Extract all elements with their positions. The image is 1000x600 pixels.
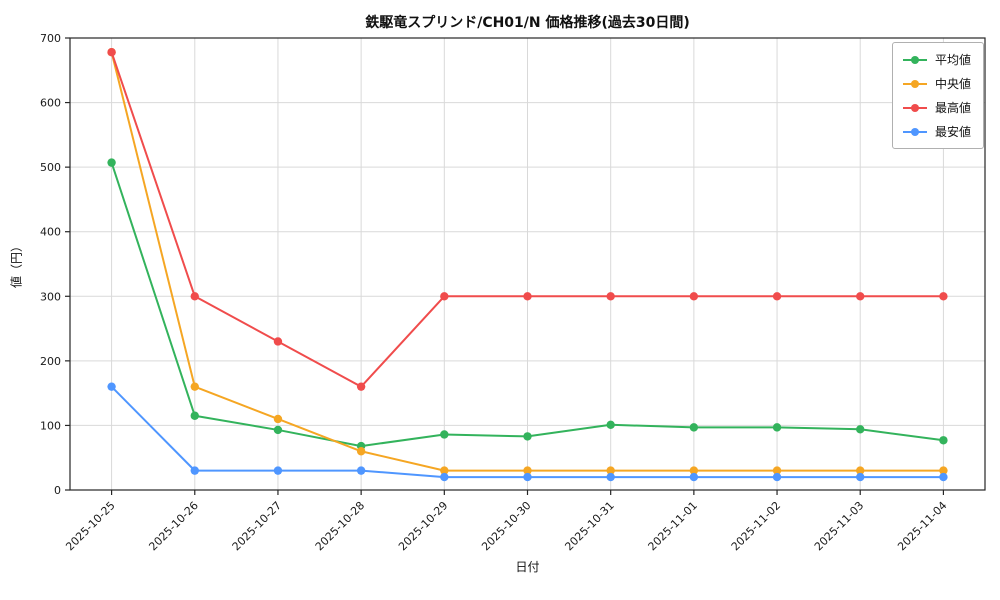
data-point-marker — [523, 466, 532, 475]
data-point-marker — [606, 420, 615, 429]
legend-dot-marker-icon — [910, 103, 919, 112]
data-point-marker — [772, 292, 782, 301]
data-point-marker — [689, 292, 699, 301]
data-point-marker — [939, 472, 948, 482]
data-point-marker — [939, 466, 948, 475]
data-point-marker — [772, 466, 782, 475]
data-point-marker — [523, 292, 532, 301]
x-tick-label: 2025-11-03 — [812, 499, 866, 553]
legend-label: 最安値 — [934, 125, 971, 139]
data-point-marker — [606, 472, 615, 482]
y-tick-label: 600 — [40, 97, 61, 110]
data-point-marker — [356, 447, 366, 456]
x-tick-label: 2025-10-27 — [230, 499, 284, 553]
legend-line-marker-icon — [902, 55, 927, 64]
data-point-marker — [689, 466, 699, 475]
legend-item: 中央値 — [902, 75, 971, 92]
data-point-marker — [689, 423, 699, 432]
legend-line-marker-icon — [902, 79, 927, 88]
x-tick-label: 2025-10-25 — [63, 499, 117, 553]
data-point-marker — [107, 158, 116, 167]
data-point-marker — [772, 472, 782, 482]
y-tick-label: 200 — [40, 355, 61, 368]
x-tick-label: 2025-11-02 — [729, 499, 783, 553]
x-tick-label: 2025-10-26 — [146, 499, 200, 553]
y-tick-label: 500 — [40, 161, 61, 174]
data-point-marker — [273, 425, 283, 435]
x-tick-label: 2025-10-29 — [396, 499, 450, 553]
legend-item: 平均値 — [902, 51, 971, 68]
data-point-marker — [523, 432, 532, 441]
data-point-marker — [190, 292, 199, 301]
data-point-marker — [606, 466, 615, 475]
data-point-marker — [440, 472, 449, 482]
legend-dot-marker-icon — [910, 127, 919, 136]
data-point-marker — [190, 411, 199, 420]
x-tick-label: 2025-11-01 — [646, 499, 700, 553]
x-tick-label: 2025-10-28 — [313, 499, 367, 553]
data-point-marker — [273, 466, 283, 475]
y-tick-label: 400 — [40, 226, 61, 239]
legend-dot-marker-icon — [910, 55, 919, 64]
x-tick-label: 2025-10-31 — [562, 499, 616, 553]
data-point-marker — [107, 382, 116, 391]
data-point-marker — [856, 292, 865, 301]
y-tick-label: 100 — [40, 419, 61, 432]
data-point-marker — [939, 292, 948, 301]
data-point-marker — [440, 466, 449, 475]
x-axis-label: 日付 — [515, 560, 540, 574]
data-point-marker — [273, 337, 283, 346]
legend-line-marker-icon — [902, 127, 927, 136]
y-axis-label: 値（円） — [9, 239, 24, 289]
data-point-marker — [190, 466, 199, 475]
data-point-marker — [772, 423, 782, 432]
y-tick-label: 0 — [54, 484, 61, 497]
x-tick-label: 2025-11-04 — [895, 499, 949, 553]
data-point-marker — [856, 425, 865, 434]
legend-label: 最高値 — [934, 101, 971, 115]
legend: 平均値 中央値 最高値 最安値 — [891, 42, 984, 149]
legend-line-marker-icon — [902, 103, 927, 112]
legend-item: 最安値 — [902, 123, 971, 140]
y-tick-label: 700 — [40, 32, 61, 45]
x-tick-label: 2025-10-30 — [479, 499, 533, 553]
data-point-marker — [356, 466, 366, 475]
data-point-marker — [939, 436, 948, 445]
legend-item: 最高値 — [902, 99, 971, 116]
data-point-marker — [440, 292, 449, 301]
data-point-marker — [689, 472, 699, 482]
legend-label: 平均値 — [934, 53, 971, 67]
data-point-marker — [523, 472, 532, 482]
legend-dot-marker-icon — [910, 79, 919, 88]
data-point-marker — [856, 466, 865, 475]
legend-label: 中央値 — [934, 77, 971, 91]
data-point-marker — [273, 414, 283, 424]
data-point-marker — [107, 48, 116, 57]
data-point-marker — [606, 292, 615, 301]
data-point-marker — [440, 430, 449, 439]
y-tick-label: 300 — [40, 290, 61, 303]
data-point-marker — [856, 472, 865, 482]
chart-title: 鉄駆竜スプリンド/CH01/N 価格推移(過去30日間) — [365, 15, 690, 31]
data-point-marker — [190, 382, 199, 391]
data-point-marker — [356, 382, 366, 391]
